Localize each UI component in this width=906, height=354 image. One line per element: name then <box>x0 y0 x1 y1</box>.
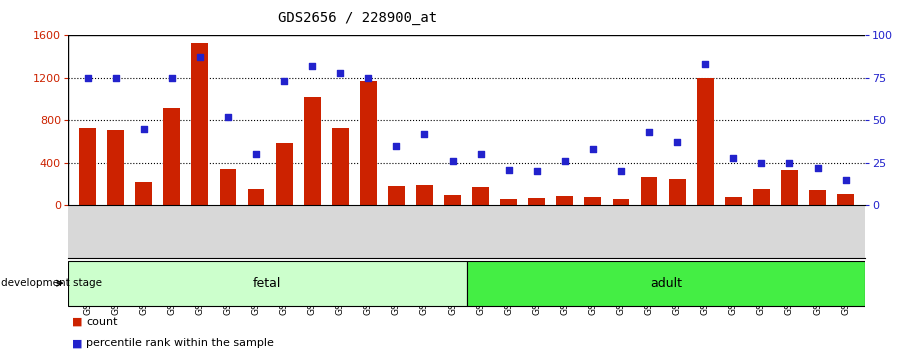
Point <box>473 152 487 157</box>
Bar <box>725 197 742 205</box>
Bar <box>191 43 208 205</box>
Bar <box>641 177 658 205</box>
Bar <box>360 81 377 205</box>
Bar <box>584 198 602 205</box>
Bar <box>697 78 714 205</box>
Point <box>305 63 320 69</box>
Point <box>193 55 207 60</box>
Bar <box>68 261 467 306</box>
Bar <box>135 182 152 205</box>
Bar <box>107 130 124 205</box>
Bar <box>837 194 854 205</box>
Point <box>165 75 179 81</box>
Bar <box>781 170 798 205</box>
Point <box>221 114 236 120</box>
Point <box>361 75 376 81</box>
Text: ■: ■ <box>72 317 83 327</box>
Bar <box>467 261 865 306</box>
Text: development stage: development stage <box>1 278 101 288</box>
Bar <box>275 143 293 205</box>
Point <box>501 167 516 172</box>
Point <box>81 75 95 81</box>
Bar <box>472 187 489 205</box>
Point <box>782 160 796 166</box>
Text: adult: adult <box>650 277 682 290</box>
Point <box>754 160 768 166</box>
Point <box>137 126 151 132</box>
Point <box>249 152 264 157</box>
Point <box>333 70 348 76</box>
Bar <box>388 186 405 205</box>
Bar <box>556 196 573 205</box>
Point <box>418 131 432 137</box>
Text: count: count <box>86 317 118 327</box>
Point <box>641 130 656 135</box>
Bar <box>444 195 461 205</box>
Bar <box>669 179 686 205</box>
Point <box>557 158 572 164</box>
Bar <box>332 128 349 205</box>
Point <box>670 139 684 145</box>
Text: GDS2656 / 228900_at: GDS2656 / 228900_at <box>278 11 438 25</box>
Point <box>810 165 824 171</box>
Point <box>529 169 544 174</box>
Bar <box>163 108 180 205</box>
Point <box>698 62 712 67</box>
Point <box>613 169 628 174</box>
Bar <box>500 199 517 205</box>
Text: ■: ■ <box>72 338 83 348</box>
Text: percentile rank within the sample: percentile rank within the sample <box>86 338 274 348</box>
Text: fetal: fetal <box>253 277 282 290</box>
Bar <box>612 199 630 205</box>
Point <box>838 177 853 183</box>
Bar <box>416 185 433 205</box>
Bar <box>304 97 321 205</box>
Point <box>109 75 123 81</box>
Bar <box>219 169 236 205</box>
Point <box>277 79 292 84</box>
Point <box>585 147 600 152</box>
Point <box>446 158 460 164</box>
Bar <box>753 189 770 205</box>
Point <box>390 143 404 149</box>
Bar <box>809 190 826 205</box>
Bar <box>247 189 265 205</box>
Point <box>726 155 740 161</box>
Bar <box>79 128 96 205</box>
Bar <box>528 198 545 205</box>
